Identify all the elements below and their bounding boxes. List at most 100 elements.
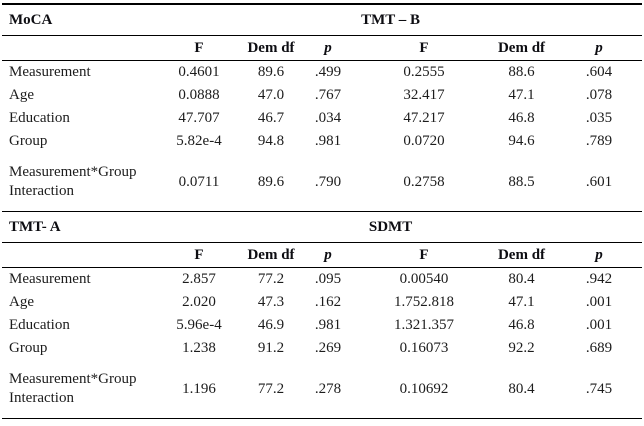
row-label: Measurement*Group Interaction: [2, 360, 169, 419]
cell-dem-df: 47.0: [257, 87, 285, 103]
empty-header-cell: [2, 35, 169, 61]
spacer-cell: [357, 337, 375, 360]
cell-f: 1.196: [169, 360, 243, 419]
cell-p: .162: [314, 294, 342, 310]
cell-dem-df: 89.6: [257, 64, 285, 80]
cell-f: 47.217: [403, 110, 445, 126]
cell-p: .001: [585, 317, 613, 333]
spacer-cell: [357, 35, 375, 61]
section-1-title-row: MoCA TMT – B: [2, 3, 643, 36]
col-header-dem-df: Dem df: [487, 35, 570, 61]
col-header-dem-df: Dem df: [243, 242, 313, 268]
cell-f: 0.16073: [399, 340, 449, 356]
cell-dem-df: 91.2: [257, 340, 285, 356]
spacer-cell: [357, 242, 375, 268]
cell-f: 0.10692: [375, 360, 487, 419]
cell-f: 0.0711: [169, 153, 243, 212]
anova-results-table: MoCA TMT – B F Dem df p F Dem df p Measu…: [2, 3, 643, 419]
cell-p: .604: [585, 64, 613, 80]
row-label: Education: [9, 110, 70, 126]
col-header-f: F: [375, 242, 487, 268]
empty-header-cell: [2, 242, 169, 268]
cell-p: .767: [314, 87, 342, 103]
spacer-cell: [357, 153, 375, 212]
cell-dem-df: 47.1: [508, 87, 535, 103]
cell-p: .034: [314, 110, 342, 126]
section-1-column-header-row: F Dem df p F Dem df p: [2, 35, 643, 61]
spacer-cell: [357, 314, 375, 337]
col-header-dem-df: Dem df: [243, 35, 313, 61]
cell-f: 0.4601: [178, 64, 220, 80]
section-1-left-title: MoCA: [2, 3, 169, 36]
table-row-age: Age 2.020 47.3 .162 1.752.818 47.1 .001: [2, 291, 642, 314]
table-row-age: Age 0.0888 47.0 .767 32.417 47.1 .078: [2, 84, 642, 107]
spacer-cell: [357, 107, 375, 130]
spacer-cell: [357, 61, 375, 85]
cell-f: 0.2555: [403, 64, 445, 80]
cell-dem-df: 89.6: [243, 153, 313, 212]
cell-p: .269: [314, 340, 342, 356]
spacer-cell: [357, 360, 375, 419]
cell-dem-df: 77.2: [243, 360, 313, 419]
cell-p: .789: [585, 133, 613, 149]
col-header-f: F: [169, 242, 243, 268]
col-header-f: F: [169, 35, 243, 61]
cell-dem-df: 46.7: [257, 110, 285, 126]
cell-f: 2.020: [182, 294, 216, 310]
cell-f: 2.857: [182, 271, 216, 287]
cell-dem-df: 80.4: [508, 271, 535, 287]
col-header-p: p: [313, 242, 357, 268]
cell-p: .942: [585, 271, 613, 287]
cell-p: .981: [314, 317, 342, 333]
cell-p: .278: [313, 360, 357, 419]
cell-p: .745: [570, 360, 643, 419]
cell-f: 0.0720: [403, 133, 445, 149]
cell-f: 5.96e-4: [176, 317, 222, 333]
cell-p: .095: [314, 271, 342, 287]
cell-dem-df: 47.1: [508, 294, 535, 310]
cell-f: 47.707: [178, 110, 220, 126]
row-label: Age: [9, 87, 34, 103]
row-label: Group: [9, 340, 48, 356]
col-header-p: p: [313, 35, 357, 61]
cell-p: .078: [585, 87, 613, 103]
section-2-right-title: SDMT: [169, 211, 643, 243]
cell-dem-df: 47.3: [257, 294, 285, 310]
table-row-group: Group 1.238 91.2 .269 0.16073 92.2 .689: [2, 337, 642, 360]
cell-f: 0.0888: [178, 87, 220, 103]
row-label: Education: [9, 317, 70, 333]
table-row-measurement: Measurement 2.857 77.2 .095 0.00540 80.4…: [2, 268, 642, 292]
cell-f: 1.238: [182, 340, 216, 356]
cell-f: 1.752.818: [394, 294, 454, 310]
table-row-education: Education 5.96e-4 46.9 .981 1.321.357 46…: [2, 314, 642, 337]
row-label: Measurement: [9, 271, 91, 287]
section-2-left-title: TMT- A: [2, 211, 169, 243]
cell-dem-df: 92.2: [508, 340, 535, 356]
cell-dem-df: 88.6: [508, 64, 535, 80]
col-header-f: F: [375, 35, 487, 61]
cell-p: .790: [313, 153, 357, 212]
spacer-cell: [357, 84, 375, 107]
cell-dem-df: 94.8: [257, 133, 285, 149]
cell-dem-df: 77.2: [257, 271, 285, 287]
cell-dem-df: 88.5: [487, 153, 570, 212]
cell-f: 5.82e-4: [176, 133, 222, 149]
spacer-cell: [357, 130, 375, 153]
table-row-education: Education 47.707 46.7 .034 47.217 46.8 .…: [2, 107, 642, 130]
section-2-title-row: TMT- A SDMT: [2, 211, 643, 243]
col-header-p: p: [570, 242, 643, 268]
cell-p: .981: [314, 133, 342, 149]
row-label: Group: [9, 133, 48, 149]
cell-dem-df: 46.9: [257, 317, 285, 333]
section-1-right-title: TMT – B: [169, 3, 643, 36]
col-header-p: p: [570, 35, 643, 61]
col-header-dem-df: Dem df: [487, 242, 570, 268]
table-row-measurement: Measurement 0.4601 89.6 .499 0.2555 88.6…: [2, 61, 642, 85]
cell-f: 32.417: [403, 87, 445, 103]
spacer-cell: [357, 268, 375, 292]
cell-p: .601: [570, 153, 643, 212]
cell-f: 1.321.357: [394, 317, 454, 333]
cell-f: 0.00540: [399, 271, 449, 287]
cell-p: .001: [585, 294, 613, 310]
cell-dem-df: 94.6: [508, 133, 535, 149]
